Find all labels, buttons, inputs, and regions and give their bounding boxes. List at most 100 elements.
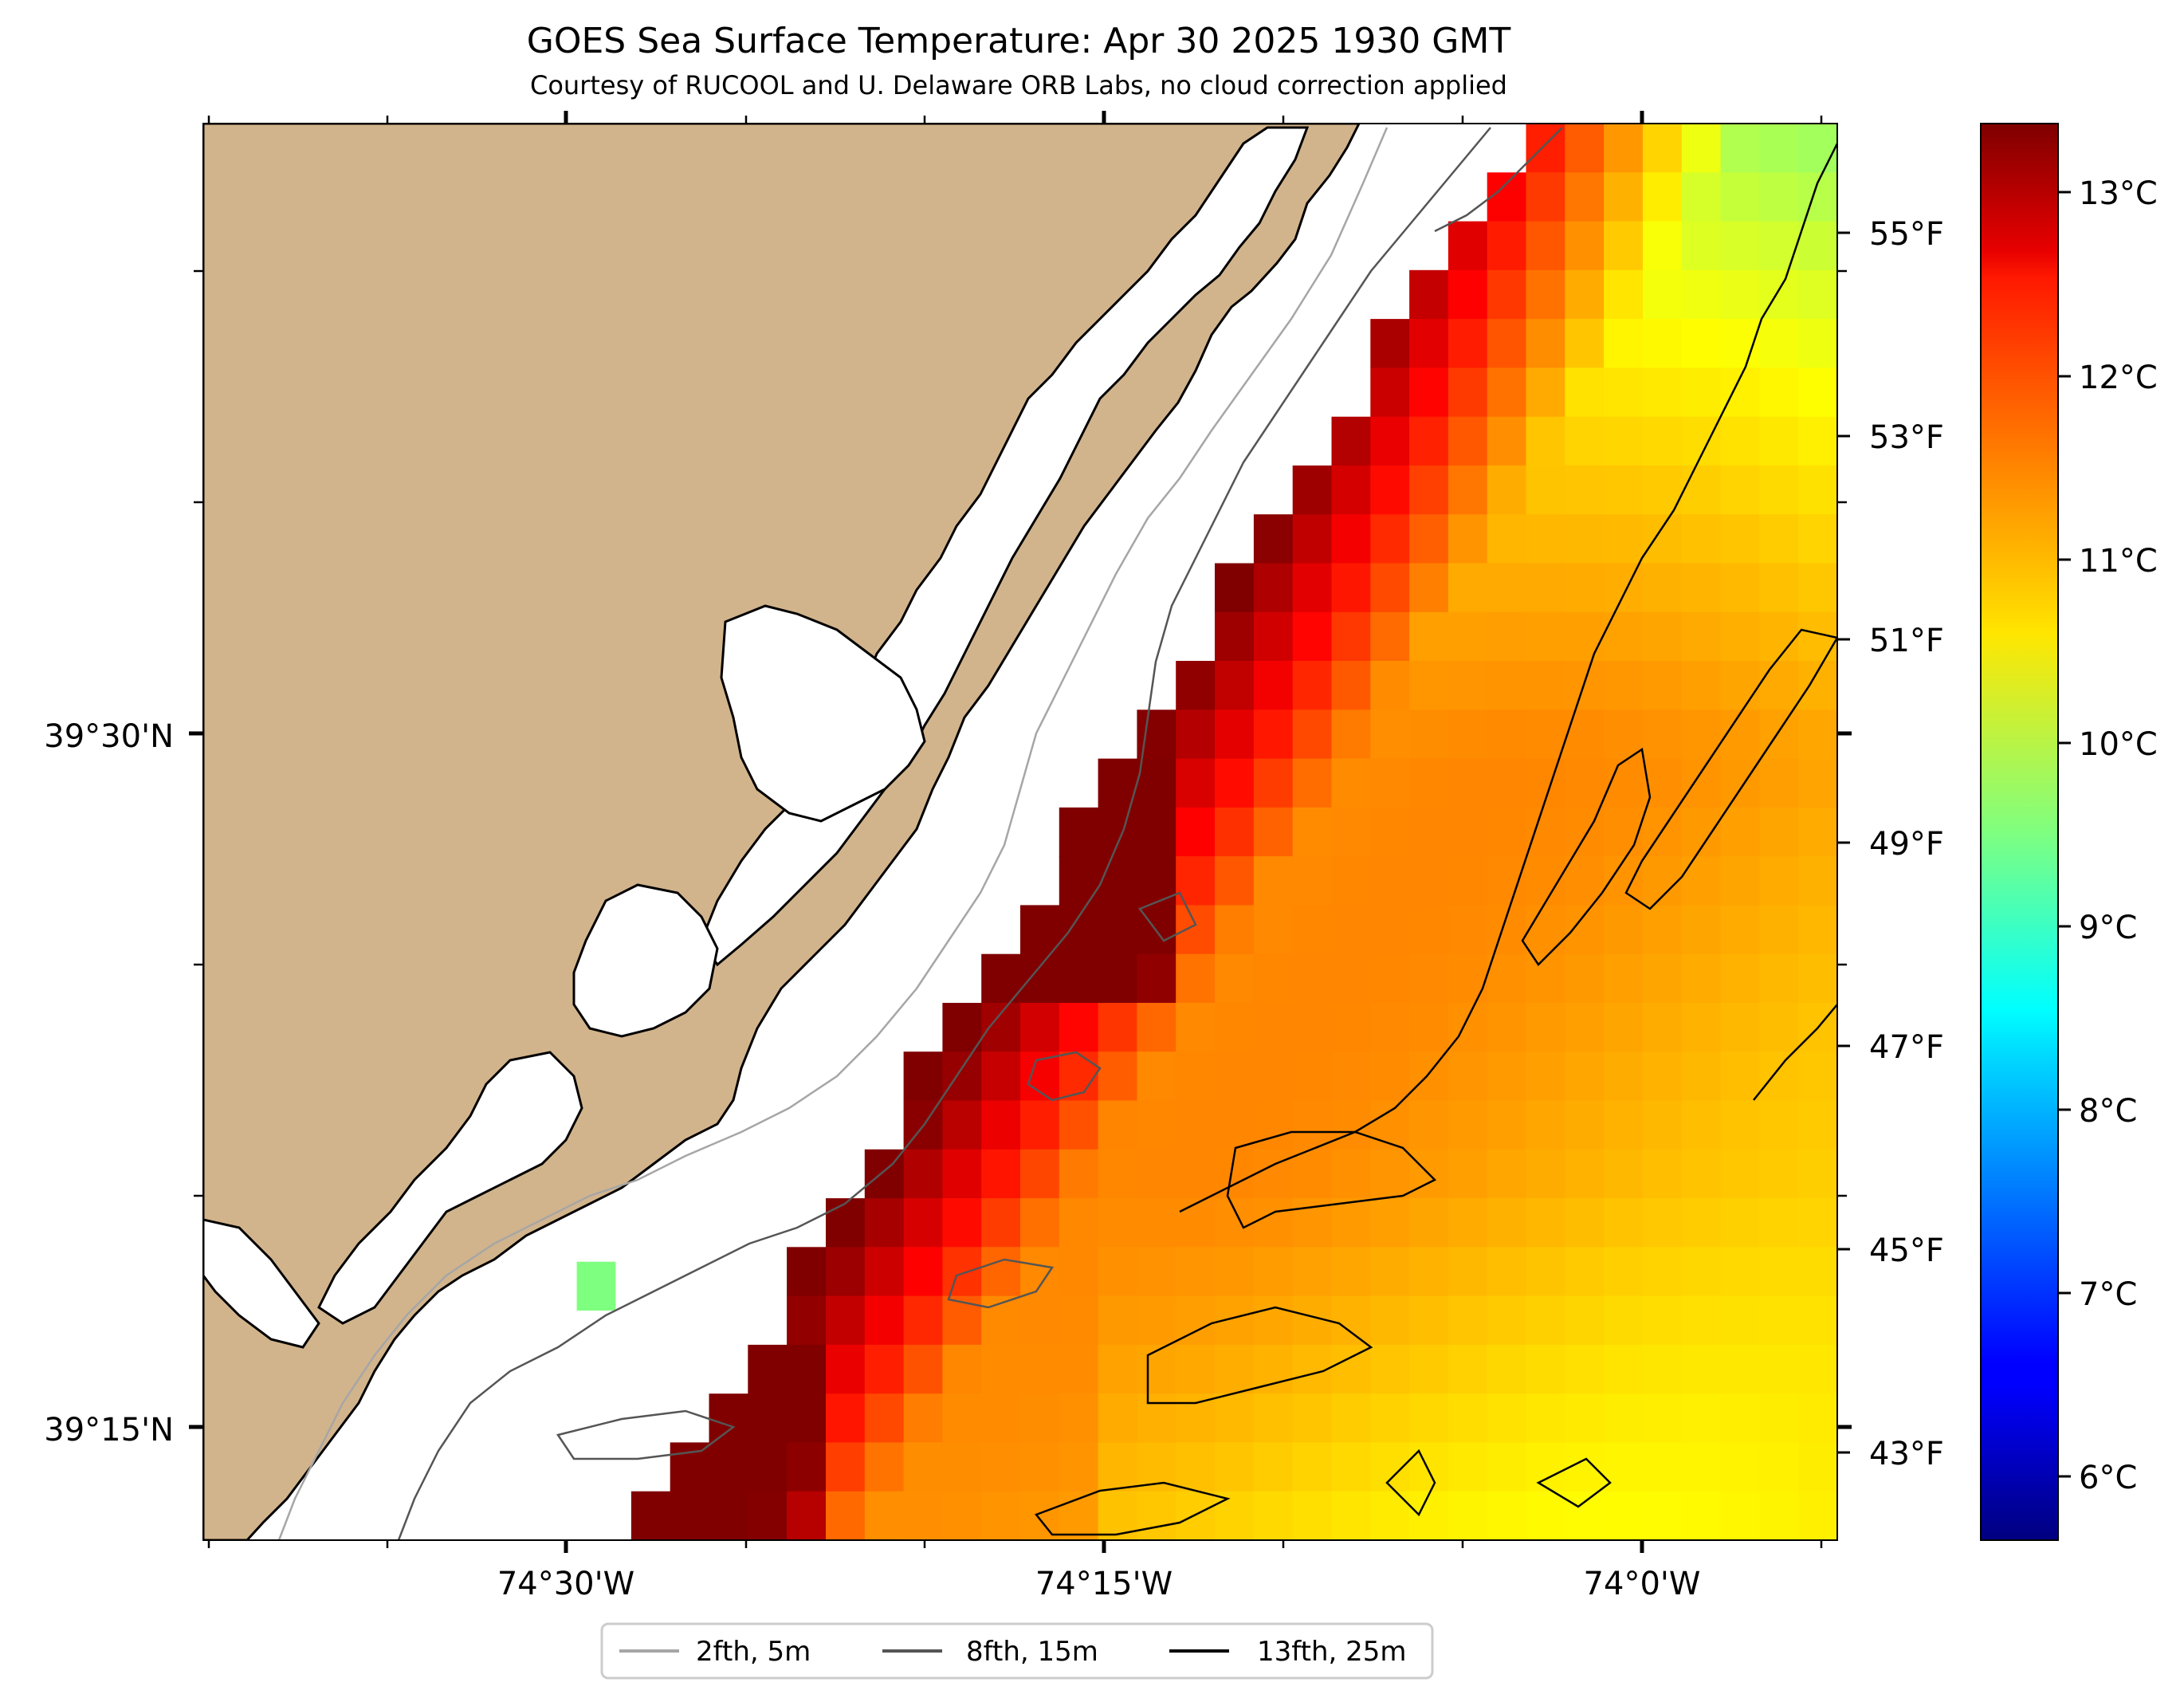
lon-tick-label-3: 74°0'W [1584, 1566, 1701, 1602]
sst-cell [1720, 1003, 1761, 1053]
sst-cell [1681, 661, 1722, 711]
sst-cell [1643, 953, 1683, 1004]
sst-cell [1176, 1051, 1216, 1102]
sst-cell [1526, 563, 1566, 613]
sst-cell [826, 1198, 866, 1248]
sst-cell [1020, 1003, 1060, 1053]
sst-cell [1253, 1100, 1294, 1150]
sst-cell [864, 1198, 905, 1248]
f-tick-label-53: 53°F [1869, 419, 1944, 456]
sst-cell [1798, 221, 1837, 271]
sst-cell [864, 1442, 905, 1492]
sst-cell [1292, 807, 1333, 857]
sst-cell [1447, 1100, 1488, 1150]
sst-cell [1604, 661, 1644, 711]
sst-cell [1526, 953, 1566, 1004]
sst-cell [1253, 661, 1294, 711]
sst-cell [1098, 1393, 1138, 1444]
sst-cell [1681, 758, 1722, 808]
sst-cell [1759, 1149, 1799, 1199]
sst-cell [1720, 1393, 1761, 1444]
sst-cell [1604, 1003, 1644, 1053]
sst-cell [864, 1393, 905, 1444]
sst-cell [942, 1491, 982, 1540]
sst-cell [1137, 1344, 1176, 1394]
sst-cell [942, 1198, 982, 1248]
sst-cell [1370, 611, 1410, 662]
sst-cell [1643, 1003, 1683, 1053]
sst-cell [1798, 514, 1837, 564]
sst-cell [1487, 611, 1527, 662]
f-tick-label-45: 45°F [1869, 1232, 1944, 1269]
sst-cell [1331, 416, 1372, 466]
sst-cell [1604, 269, 1644, 320]
sst-cell [1409, 416, 1449, 466]
sst-cell [903, 1344, 944, 1394]
sst-cell [1565, 1393, 1605, 1444]
sst-cell [1331, 856, 1372, 906]
sst-cell [1798, 953, 1837, 1004]
sst-cell [1215, 1003, 1255, 1053]
sst-cell [1681, 416, 1722, 466]
sst-cell [1720, 221, 1761, 271]
sst-cell [1720, 416, 1761, 466]
sst-cell [1370, 1051, 1410, 1102]
sst-cell [1798, 661, 1837, 711]
sst-cell [1409, 611, 1449, 662]
sst-cell [1798, 368, 1837, 418]
sst-cell [1565, 1149, 1605, 1199]
sst-cell [1487, 1393, 1527, 1444]
sst-cell [1370, 1344, 1410, 1394]
sst-cell [1409, 905, 1449, 955]
sst-cell [1059, 1149, 1099, 1199]
sst-cell [981, 1247, 1021, 1297]
sst-cell [1331, 514, 1372, 564]
sst-cell [1798, 1295, 1837, 1346]
sst-cell [1565, 269, 1605, 320]
sst-cell [1565, 1491, 1605, 1540]
sst-cell [864, 1491, 905, 1540]
sst-cell [1681, 1393, 1722, 1444]
sst-cell [1759, 563, 1799, 613]
sst-cell [1331, 1198, 1372, 1248]
sst-cell [1526, 368, 1566, 418]
sst-cell [1798, 124, 1837, 174]
sst-cell [1759, 465, 1799, 515]
sst-cell [1798, 709, 1837, 760]
sst-cell [1098, 905, 1138, 955]
sst-cell [1331, 807, 1372, 857]
sst-cell [1565, 514, 1605, 564]
sst-cell [1604, 563, 1644, 613]
sst-cell [1331, 758, 1372, 808]
sst-cell [1059, 1198, 1099, 1248]
sst-cell [1409, 1100, 1449, 1150]
sst-cell [1604, 1491, 1644, 1540]
sst-cell [1331, 1393, 1372, 1444]
sst-cell [1604, 1247, 1644, 1297]
sst-cell [903, 1247, 944, 1297]
sst-cell [748, 1491, 788, 1540]
sst-cell [1215, 1393, 1255, 1444]
sst-cell [1215, 709, 1255, 760]
sst-cell [1447, 1198, 1488, 1248]
sst-cell [1370, 1100, 1410, 1150]
c-tick-label-7: 7°C [2079, 1276, 2137, 1313]
sst-cell [1720, 465, 1761, 515]
sst-cell [709, 1393, 749, 1444]
sst-cell [748, 1344, 788, 1394]
sst-cell [1526, 807, 1566, 857]
sst-cell [1059, 1295, 1099, 1346]
sst-cell [1253, 1003, 1294, 1053]
sst-cell [1643, 1442, 1683, 1492]
sst-cell [1720, 953, 1761, 1004]
sst-cell [1487, 758, 1527, 808]
sst-cell [1020, 1247, 1060, 1297]
sst-cell [1759, 1247, 1799, 1297]
sst-cell [1253, 563, 1294, 613]
sst-cell [1643, 416, 1683, 466]
colorbar-gradient [1980, 123, 2059, 1541]
sst-cell [1447, 221, 1488, 271]
sst-cell [1759, 1100, 1799, 1150]
sst-cell [1059, 1003, 1099, 1053]
sst-cell [1487, 1003, 1527, 1053]
